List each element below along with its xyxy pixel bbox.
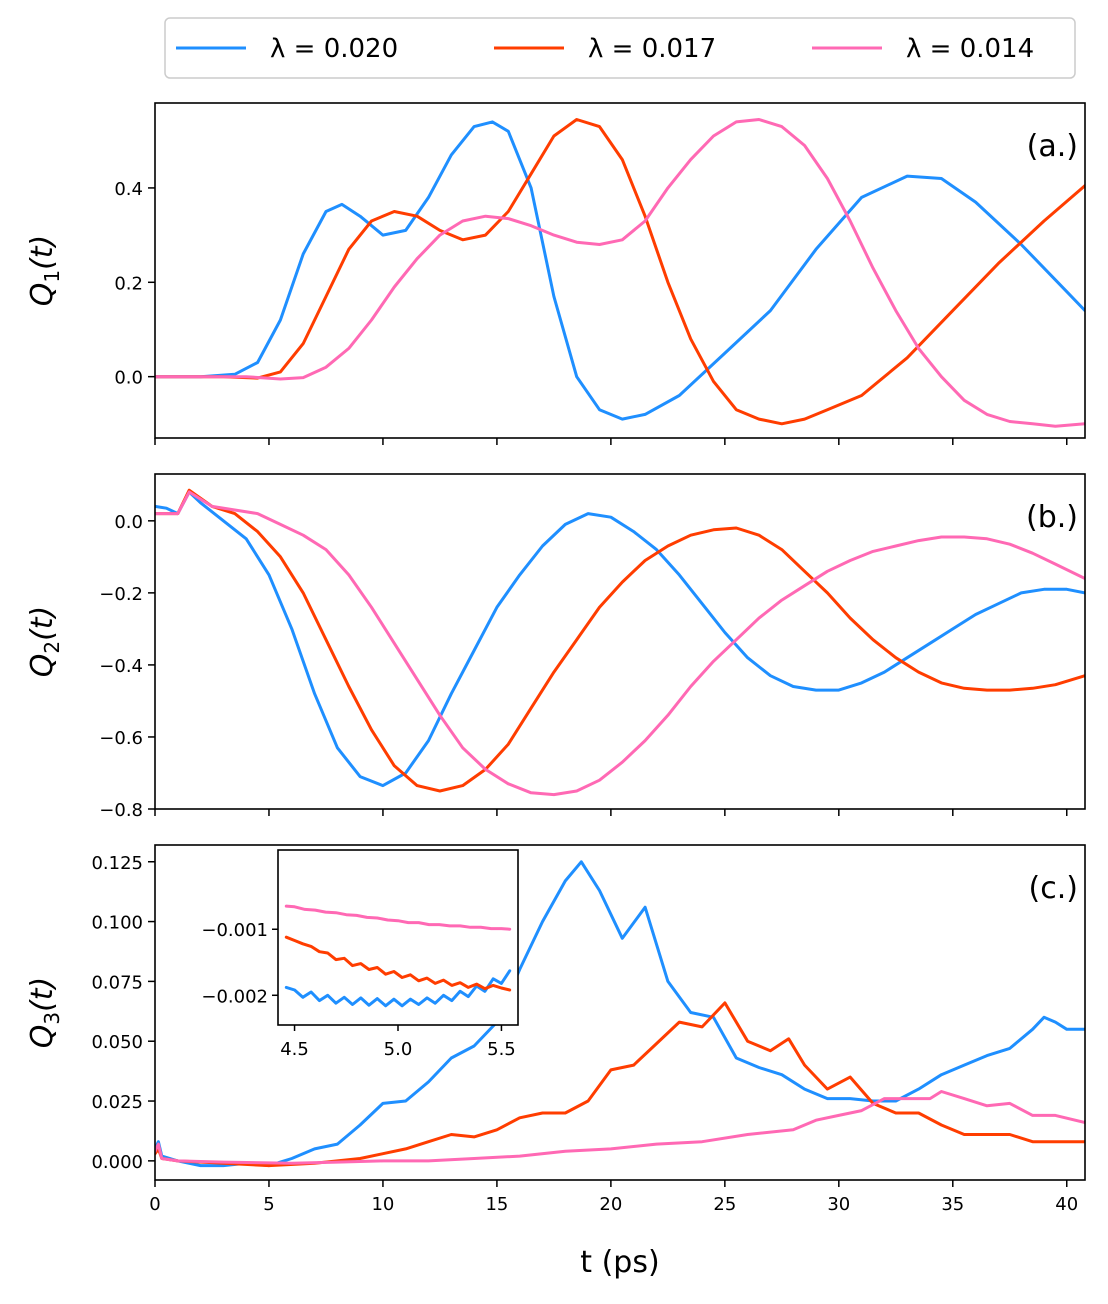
y-tick-label: 0.000 bbox=[91, 1152, 143, 1173]
y-tick-label: 0.075 bbox=[91, 972, 143, 993]
series-group bbox=[155, 860, 1085, 1168]
y-tick-label: 0.0 bbox=[114, 512, 143, 533]
panel-tag: (c.) bbox=[1029, 871, 1078, 906]
y-tick-label: −0.4 bbox=[99, 656, 143, 677]
series-line-0 bbox=[155, 120, 1085, 421]
inset-x-tick-label: 4.5 bbox=[280, 1039, 309, 1060]
series-line-1 bbox=[155, 488, 1085, 793]
x-tick-label: 15 bbox=[485, 1194, 508, 1215]
y-tick-label: −0.6 bbox=[99, 728, 143, 749]
series-group bbox=[155, 488, 1085, 797]
y-tick-label: 0.050 bbox=[91, 1032, 143, 1053]
series-line-1 bbox=[155, 118, 1085, 426]
x-tick-label: 25 bbox=[713, 1194, 736, 1215]
x-tick-label: 5 bbox=[263, 1194, 274, 1215]
legend-frame bbox=[164, 17, 1076, 79]
x-tick-label: 35 bbox=[941, 1194, 964, 1215]
inset-series-line-0 bbox=[284, 969, 512, 1008]
panel-tag: (a.) bbox=[1027, 129, 1078, 164]
series-group bbox=[155, 118, 1085, 428]
x-tick-label: 0 bbox=[149, 1194, 160, 1215]
panel-tag: (b.) bbox=[1026, 500, 1078, 535]
panel-c: 0.000 0.025 0.050 0.075 0.100 0.125 0 5 10 15 20 25… bbox=[25, 844, 1086, 1215]
series-line-2 bbox=[155, 1090, 1085, 1165]
y-tick-label: 0.100 bbox=[91, 913, 143, 934]
plot-frame bbox=[154, 102, 1086, 439]
legend-label-2: λ = 0.014 bbox=[906, 34, 1034, 64]
series-line-2 bbox=[155, 118, 1085, 428]
inset-series-line-2 bbox=[284, 904, 512, 931]
x-axis-label: t (ps) bbox=[580, 1245, 659, 1280]
y-tick-label: −0.2 bbox=[99, 584, 143, 605]
legend-label-1: λ = 0.017 bbox=[588, 34, 716, 64]
inset-series-line-1 bbox=[284, 935, 512, 992]
y-tick-label: 0.025 bbox=[91, 1092, 143, 1113]
y-tick-label: 0.4 bbox=[114, 179, 143, 200]
y-axis-label: Q2(t) bbox=[25, 606, 64, 678]
legend-label-0: λ = 0.020 bbox=[270, 34, 398, 64]
y-tick-label: −0.8 bbox=[99, 800, 143, 821]
inset-x-tick-label: 5.0 bbox=[384, 1039, 413, 1060]
series-line-2 bbox=[155, 490, 1085, 797]
x-tick-label: 30 bbox=[827, 1194, 850, 1215]
plot-frame bbox=[154, 473, 1086, 810]
plot-frame bbox=[154, 844, 1086, 1181]
y-tick-label: 0.0 bbox=[114, 368, 143, 389]
y-tick-label: 0.2 bbox=[114, 273, 143, 294]
inset-plot: 4.5 5.0 5.5 −0.001 −0.002 bbox=[201, 849, 519, 1060]
panel-b: 0.0 −0.2 −0.4 −0.6 −0.8 (b.) Q2(t) bbox=[25, 473, 1086, 821]
y-axis-label: Q1(t) bbox=[25, 235, 64, 307]
x-tick-label: 10 bbox=[371, 1194, 394, 1215]
panel-a: 0.0 0.2 0.4 (a.) Q1(t) bbox=[25, 102, 1086, 445]
inset-y-tick-label: −0.002 bbox=[201, 986, 268, 1007]
inset-background bbox=[278, 850, 518, 1025]
legend: λ = 0.020 λ = 0.017 λ = 0.014 bbox=[164, 17, 1076, 79]
y-tick-label: 0.125 bbox=[91, 853, 143, 874]
inset-x-tick-label: 5.5 bbox=[487, 1039, 516, 1060]
x-tick-label: 20 bbox=[599, 1194, 622, 1215]
inset-y-tick-label: −0.001 bbox=[201, 920, 268, 941]
y-axis-label: Q3(t) bbox=[25, 977, 64, 1049]
x-tick-label: 40 bbox=[1055, 1194, 1078, 1215]
series-line-0 bbox=[155, 490, 1085, 788]
